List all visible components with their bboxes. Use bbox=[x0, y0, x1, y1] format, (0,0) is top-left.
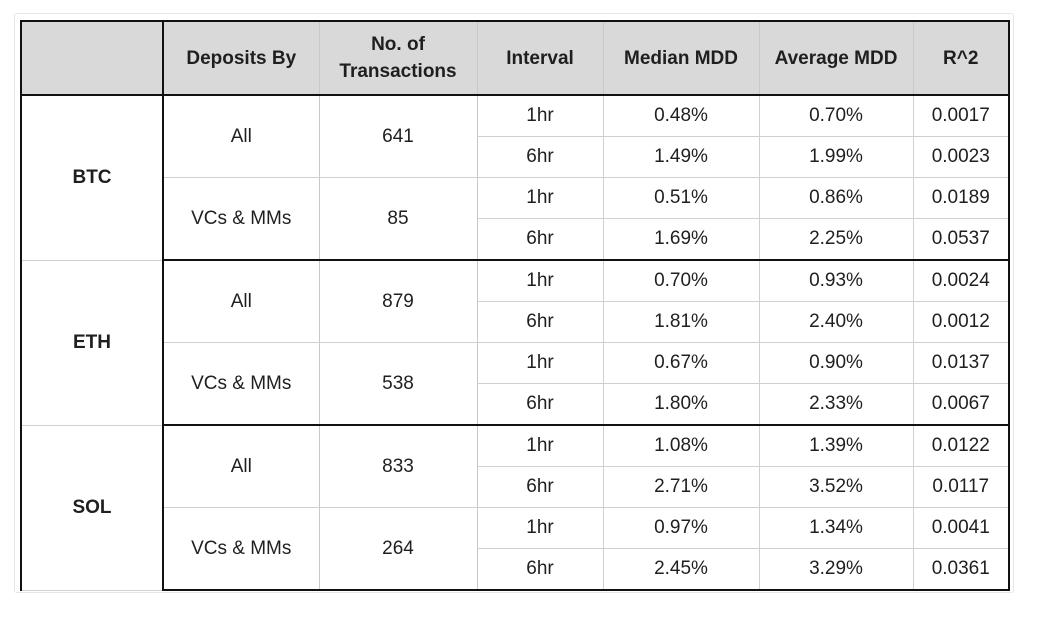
header-deposits-by: Deposits By bbox=[162, 20, 320, 96]
transactions-cell: 641 bbox=[318, 94, 478, 178]
median-mdd-cell: 1.80% bbox=[602, 383, 760, 426]
average-mdd-cell: 3.52% bbox=[758, 466, 914, 508]
average-mdd-cell: 0.70% bbox=[758, 94, 914, 137]
table-body: BTC All 641 1hr 0.48% 0.70% 0.0017 6hr 1.49% 1.99… bbox=[20, 94, 1010, 591]
deposits-by-cell: All bbox=[162, 259, 320, 343]
interval-cell: 1hr bbox=[476, 177, 604, 219]
transactions-cell: 264 bbox=[318, 507, 478, 591]
median-mdd-cell: 1.69% bbox=[602, 218, 760, 261]
table-row: BTC All 641 1hr 0.48% 0.70% 0.0017 bbox=[20, 94, 1010, 261]
interval-cell: 6hr bbox=[476, 218, 604, 261]
table-row: 6hr 1.69% 2.25% 0.0537 bbox=[21, 218, 1010, 261]
median-mdd-cell: 0.67% bbox=[602, 342, 760, 384]
r2-cell: 0.0041 bbox=[912, 507, 1010, 549]
average-mdd-cell: 2.40% bbox=[758, 301, 914, 343]
mdd-table: Deposits By No. of Transactions Interval Med… bbox=[20, 20, 1010, 591]
r2-cell: 0.0017 bbox=[912, 94, 1010, 137]
table-row: 6hr 1.81% 2.40% 0.0012 bbox=[21, 301, 1010, 343]
interval-cell: 6hr bbox=[476, 136, 604, 178]
average-mdd-cell: 1.34% bbox=[758, 507, 914, 549]
header-corner bbox=[20, 20, 164, 96]
table-row: ETH All 879 1hr 0.70% 0.93% 0.0024 bbox=[20, 259, 1010, 426]
average-mdd-cell: 2.33% bbox=[758, 383, 914, 426]
header-median-mdd: Median MDD bbox=[602, 20, 760, 96]
interval-cell: 1hr bbox=[476, 507, 604, 549]
table-row: 6hr 2.45% 3.29% 0.0361 bbox=[21, 548, 1010, 591]
deposits-by-cell: All bbox=[162, 94, 320, 178]
interval-cell: 1hr bbox=[476, 424, 604, 467]
average-mdd-cell: 0.90% bbox=[758, 342, 914, 384]
r2-cell: 0.0537 bbox=[912, 218, 1010, 261]
header-r2: R^2 bbox=[912, 20, 1010, 96]
average-mdd-cell: 1.99% bbox=[758, 136, 914, 178]
table-row: 6hr 1.80% 2.33% 0.0067 bbox=[21, 383, 1010, 426]
median-mdd-cell: 1.49% bbox=[602, 136, 760, 178]
transactions-cell: 85 bbox=[318, 177, 478, 261]
r2-cell: 0.0122 bbox=[912, 424, 1010, 467]
median-mdd-cell: 2.45% bbox=[602, 548, 760, 591]
deposits-by-cell: VCs & MMs bbox=[162, 177, 320, 261]
median-mdd-cell: 0.97% bbox=[602, 507, 760, 549]
median-mdd-cell: 0.70% bbox=[602, 259, 760, 302]
asset-label: ETH bbox=[20, 259, 164, 426]
median-mdd-cell: 2.71% bbox=[602, 466, 760, 508]
average-mdd-cell: 2.25% bbox=[758, 218, 914, 261]
r2-cell: 0.0067 bbox=[912, 383, 1010, 426]
r2-cell: 0.0023 bbox=[912, 136, 1010, 178]
header-interval: Interval bbox=[476, 20, 604, 96]
header-transactions: No. of Transactions bbox=[318, 20, 478, 96]
header-row: Deposits By No. of Transactions Interval Med… bbox=[20, 20, 1010, 96]
average-mdd-cell: 1.39% bbox=[758, 424, 914, 467]
r2-cell: 0.0189 bbox=[912, 177, 1010, 219]
interval-cell: 1hr bbox=[476, 342, 604, 384]
interval-cell: 1hr bbox=[476, 94, 604, 137]
r2-cell: 0.0024 bbox=[912, 259, 1010, 302]
header-average-mdd: Average MDD bbox=[758, 20, 914, 96]
interval-cell: 6hr bbox=[476, 548, 604, 591]
median-mdd-cell: 1.08% bbox=[602, 424, 760, 467]
asset-label: BTC bbox=[20, 94, 164, 261]
interval-cell: 6hr bbox=[476, 301, 604, 343]
table-row: VCs & MMs 85 1hr 0.51% 0.86% 0.0189 bbox=[21, 177, 1010, 261]
table-row: SOL All 833 1hr 1.08% 1.39% 0.0122 bbox=[20, 424, 1010, 591]
deposits-by-cell: All bbox=[162, 424, 320, 508]
average-mdd-cell: 0.93% bbox=[758, 259, 914, 302]
r2-cell: 0.0361 bbox=[912, 548, 1010, 591]
deposits-by-cell: VCs & MMs bbox=[162, 342, 320, 426]
table-row: VCs & MMs 538 1hr 0.67% 0.90% 0.0137 bbox=[21, 342, 1010, 426]
r2-cell: 0.0117 bbox=[912, 466, 1010, 508]
median-mdd-cell: 0.51% bbox=[602, 177, 760, 219]
transactions-cell: 833 bbox=[318, 424, 478, 508]
average-mdd-cell: 3.29% bbox=[758, 548, 914, 591]
transactions-cell: 879 bbox=[318, 259, 478, 343]
asset-label: SOL bbox=[20, 424, 164, 591]
average-mdd-cell: 0.86% bbox=[758, 177, 914, 219]
r2-cell: 0.0137 bbox=[912, 342, 1010, 384]
interval-cell: 6hr bbox=[476, 383, 604, 426]
transactions-cell: 538 bbox=[318, 342, 478, 426]
deposits-by-cell: VCs & MMs bbox=[162, 507, 320, 591]
r2-cell: 0.0012 bbox=[912, 301, 1010, 343]
table-row: VCs & MMs 264 1hr 0.97% 1.34% 0.0041 bbox=[21, 507, 1010, 591]
median-mdd-cell: 1.81% bbox=[602, 301, 760, 343]
interval-cell: 6hr bbox=[476, 466, 604, 508]
interval-cell: 1hr bbox=[476, 259, 604, 302]
median-mdd-cell: 0.48% bbox=[602, 94, 760, 137]
